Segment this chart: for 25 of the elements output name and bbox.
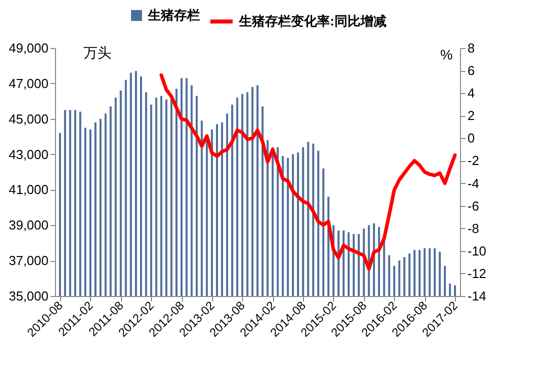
line-series (160, 73, 457, 271)
y2-tick-label: -4 (468, 176, 480, 191)
y2-tick-label: 8 (468, 40, 475, 56)
y-tick-label: 39,000 (8, 218, 48, 233)
legend-label: 生猪存栏变化率:同比增减 (238, 14, 386, 28)
y2-tick-label: -14 (468, 288, 486, 304)
y-tick-label: 49,000 (8, 40, 48, 56)
y2-tick-label: -2 (468, 153, 480, 168)
y2-tick-label: -10 (468, 243, 486, 258)
y2-tick-label: 6 (468, 63, 475, 78)
y-tick-label: 37,000 (8, 253, 48, 268)
y-tick-label: 35,000 (8, 288, 48, 304)
y2-tick-label: 2 (468, 108, 475, 124)
y2-tick-label: -8 (468, 220, 480, 236)
y-tick-label: 47,000 (8, 76, 48, 91)
y-tick-label: 45,000 (8, 111, 48, 126)
y-tick-label: 41,000 (8, 182, 48, 198)
y2-tick-label: -12 (468, 266, 486, 281)
y-tick-label: 43,000 (8, 146, 48, 162)
y-axis-title: 万头 (84, 44, 112, 60)
y2-tick-label: 4 (468, 86, 475, 101)
legend-label: 生猪存栏 (147, 8, 200, 22)
y2-tick-label: 0 (468, 130, 475, 146)
y2-axis-title: % (440, 46, 453, 62)
y2-tick-label: -6 (468, 198, 480, 214)
